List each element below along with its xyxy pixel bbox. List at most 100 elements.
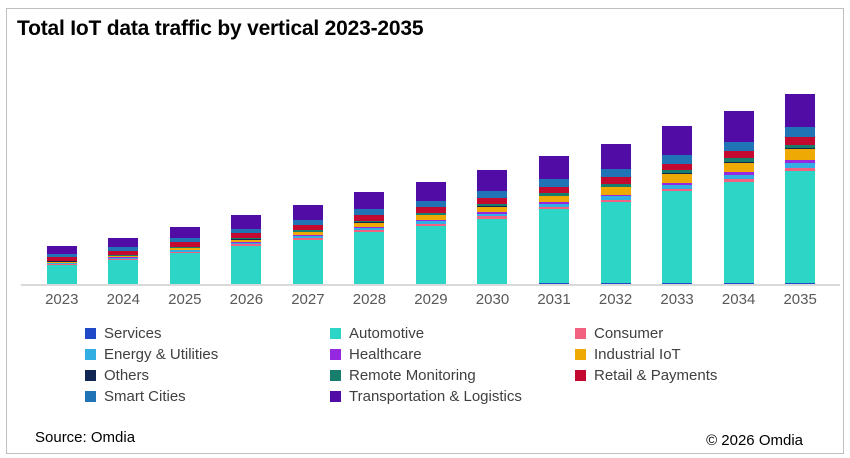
- retail-and-payments-segment: [600, 177, 631, 184]
- legend-swatch-transportation-and-logistics: [330, 391, 341, 402]
- x-axis-labels: 2023 2024 2025 2026 2027 2028 2029 2030 2031 2032…: [31, 291, 831, 308]
- x-tick-label-2032: 2032: [598, 291, 633, 308]
- consumer-segment: [539, 207, 570, 210]
- legend-item-services: Services: [85, 325, 330, 342]
- smart-cities-segment: [354, 209, 385, 216]
- transportation-and-logistics-segment: [662, 126, 693, 155]
- x-tick-label-2027: 2027: [291, 291, 325, 308]
- industrial-iot-segment: [723, 162, 754, 173]
- remote-monitoring-segment: [662, 170, 693, 174]
- bar-slot-2025: [154, 94, 216, 284]
- healthcare-segment: [292, 235, 323, 237]
- smart-cities-segment: [231, 228, 262, 234]
- bar-slot-2030: [462, 94, 524, 284]
- energy-and-utilities-segment: [108, 257, 139, 259]
- bar-slot-2035: [769, 94, 831, 284]
- legend-item-healthcare: Healthcare: [330, 346, 575, 363]
- transportation-and-logistics-segment: [46, 246, 77, 255]
- legend-label: Others: [104, 367, 150, 384]
- legend-item-energy-and-utilities: Energy & Utilities: [85, 346, 330, 363]
- bar-2033: [662, 126, 693, 284]
- industrial-iot-segment: [46, 261, 77, 263]
- legend-label: Healthcare: [349, 346, 422, 363]
- bar-2032: [600, 143, 631, 284]
- x-axis-line: [21, 284, 840, 286]
- automotive-segment: [539, 209, 570, 284]
- transportation-and-logistics-segment: [231, 215, 262, 229]
- energy-and-utilities-segment: [662, 184, 693, 189]
- services-segment: [477, 283, 508, 284]
- retail-and-payments-segment: [46, 257, 77, 261]
- x-tick-label-2024: 2024: [106, 291, 140, 308]
- copyright-note: © 2026 Omdia: [706, 432, 803, 449]
- smart-cities-segment: [785, 127, 816, 138]
- bar-2024: [108, 237, 139, 284]
- x-tick-label-2030: 2030: [475, 291, 510, 308]
- legend-item-retail-and-payments: Retail & Payments: [575, 367, 820, 384]
- industrial-iot-segment: [539, 196, 570, 203]
- energy-and-utilities-segment: [785, 162, 816, 168]
- legend-swatch-industrial-iot: [575, 349, 586, 360]
- bar-slot-2029: [400, 94, 462, 284]
- legend-swatch-smart-cities: [85, 391, 96, 402]
- smart-cities-segment: [477, 191, 508, 199]
- legend-label: Industrial IoT: [594, 346, 681, 363]
- consumer-segment: [477, 216, 508, 219]
- legend-swatch-consumer: [575, 328, 586, 339]
- legend-label: Transportation & Logistics: [349, 388, 522, 405]
- smart-cities-segment: [600, 169, 631, 178]
- automotive-segment: [231, 245, 262, 284]
- source-note: Source: Omdia: [35, 429, 136, 446]
- x-tick-label-2034: 2034: [721, 291, 756, 308]
- healthcare-segment: [231, 241, 262, 243]
- retail-and-payments-segment: [108, 251, 139, 255]
- remote-monitoring-segment: [354, 220, 385, 223]
- bars: [31, 94, 831, 284]
- bar-slot-2024: [93, 94, 155, 284]
- legend-swatch-healthcare: [330, 349, 341, 360]
- industrial-iot-segment: [231, 239, 262, 242]
- legend-swatch-remote-monitoring: [330, 370, 341, 381]
- consumer-segment: [169, 251, 200, 253]
- bar-slot-2028: [339, 94, 401, 284]
- bar-2030: [477, 170, 508, 284]
- industrial-iot-segment: [354, 222, 385, 227]
- automotive-segment: [354, 231, 385, 284]
- retail-and-payments-segment: [415, 207, 446, 213]
- legend-swatch-energy-and-utilities: [85, 349, 96, 360]
- retail-and-payments-segment: [231, 233, 262, 238]
- consumer-segment: [785, 167, 816, 172]
- services-segment: [600, 283, 631, 284]
- energy-and-utilities-segment: [600, 196, 631, 200]
- legend-item-industrial-iot: Industrial IoT: [575, 346, 820, 363]
- x-tick-label-2023: 2023: [45, 291, 79, 308]
- bar-2025: [169, 226, 200, 284]
- bar-2023: [46, 246, 77, 284]
- retail-and-payments-segment: [723, 151, 754, 159]
- bar-2035: [785, 94, 816, 284]
- x-tick-label-2028: 2028: [352, 291, 387, 308]
- legend-label: Remote Monitoring: [349, 367, 476, 384]
- legend-label: Consumer: [594, 325, 664, 342]
- retail-and-payments-segment: [662, 163, 693, 171]
- legend-swatch-others: [85, 370, 96, 381]
- retail-and-payments-segment: [354, 215, 385, 221]
- healthcare-segment: [723, 172, 754, 175]
- consumer-segment: [415, 223, 446, 226]
- automotive-segment: [477, 218, 508, 284]
- healthcare-segment: [785, 160, 816, 163]
- consumer-segment: [354, 229, 385, 232]
- automotive-segment: [108, 259, 139, 284]
- legend-label: Automotive: [349, 325, 425, 342]
- automotive-segment: [46, 264, 77, 284]
- remote-monitoring-segment: [292, 230, 323, 232]
- automotive-segment: [415, 225, 446, 284]
- services-segment: [662, 283, 693, 284]
- legend: Services Automotive Consumer Energy & Utili…: [85, 323, 820, 407]
- transportation-and-logistics-segment: [477, 170, 508, 192]
- healthcare-segment: [169, 249, 200, 251]
- industrial-iot-segment: [169, 248, 200, 250]
- legend-item-others: Others: [85, 367, 330, 384]
- bar-slot-2032: [585, 94, 647, 284]
- remote-monitoring-segment: [600, 183, 631, 187]
